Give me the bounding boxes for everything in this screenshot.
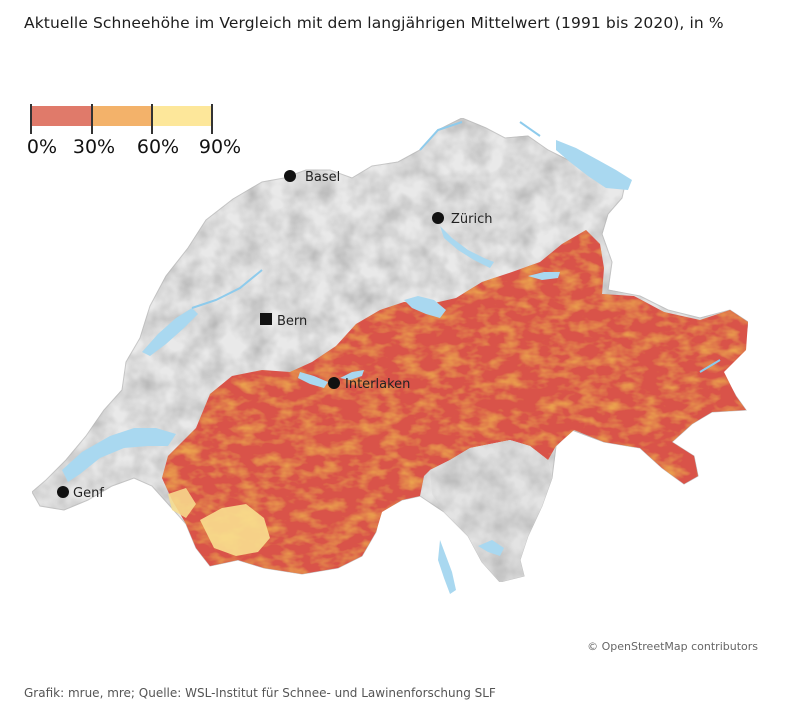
- legend-label-30: 30%: [72, 136, 116, 158]
- city-genf: Genf: [57, 486, 104, 501]
- city-bern: Bern: [260, 313, 307, 329]
- lake-brienz: [340, 370, 364, 380]
- snow-deficit-region: [162, 230, 748, 574]
- svg-text:Genf: Genf: [73, 486, 104, 501]
- legend-tick-0: [30, 104, 32, 134]
- ticino-terrain: [430, 440, 552, 582]
- city-basel: Basel: [284, 170, 340, 185]
- lake-lucerne: [404, 296, 446, 318]
- legend-tick-90: [211, 104, 213, 134]
- svg-text:Basel: Basel: [305, 170, 340, 185]
- lake-geneva: [62, 428, 176, 482]
- city-zurich: Zürich: [432, 212, 493, 227]
- lake-zurich: [440, 226, 494, 268]
- source-note: Grafik: mrue, mre; Quelle: WSL-Institut …: [24, 686, 496, 700]
- page-title: Aktuelle Schneehöhe im Vergleich mit dem…: [24, 14, 724, 32]
- svg-text:Bern: Bern: [277, 314, 307, 329]
- legend-tick-60: [151, 104, 153, 134]
- snow-mid-patch: [200, 504, 270, 556]
- legend-class-30-60: [90, 106, 152, 126]
- legend-tick-30: [91, 104, 93, 134]
- lake-walen: [528, 272, 560, 280]
- map-attribution: © OpenStreetMap contributors: [587, 640, 758, 653]
- map-legend: 0% 30% 60% 90%: [22, 104, 252, 164]
- city-interlaken: Interlaken: [328, 377, 410, 392]
- svg-text:Zürich: Zürich: [451, 212, 493, 227]
- legend-label-60: 60%: [136, 136, 180, 158]
- legend-class-0-30: [30, 106, 91, 126]
- rivers: [191, 121, 721, 373]
- snow-mid-patch-2: [168, 488, 196, 518]
- legend-bar: [30, 106, 213, 126]
- lake-neuchatel: [142, 308, 198, 356]
- legend-label-0: 0%: [26, 136, 58, 158]
- legend-class-60-90: [151, 106, 213, 126]
- lake-lugano: [478, 540, 504, 556]
- lake-thun: [298, 372, 328, 388]
- lake-maggiore: [438, 540, 456, 594]
- svg-text:Interlaken: Interlaken: [345, 377, 410, 392]
- legend-label-90: 90%: [198, 136, 242, 158]
- lake-constance: [556, 140, 632, 190]
